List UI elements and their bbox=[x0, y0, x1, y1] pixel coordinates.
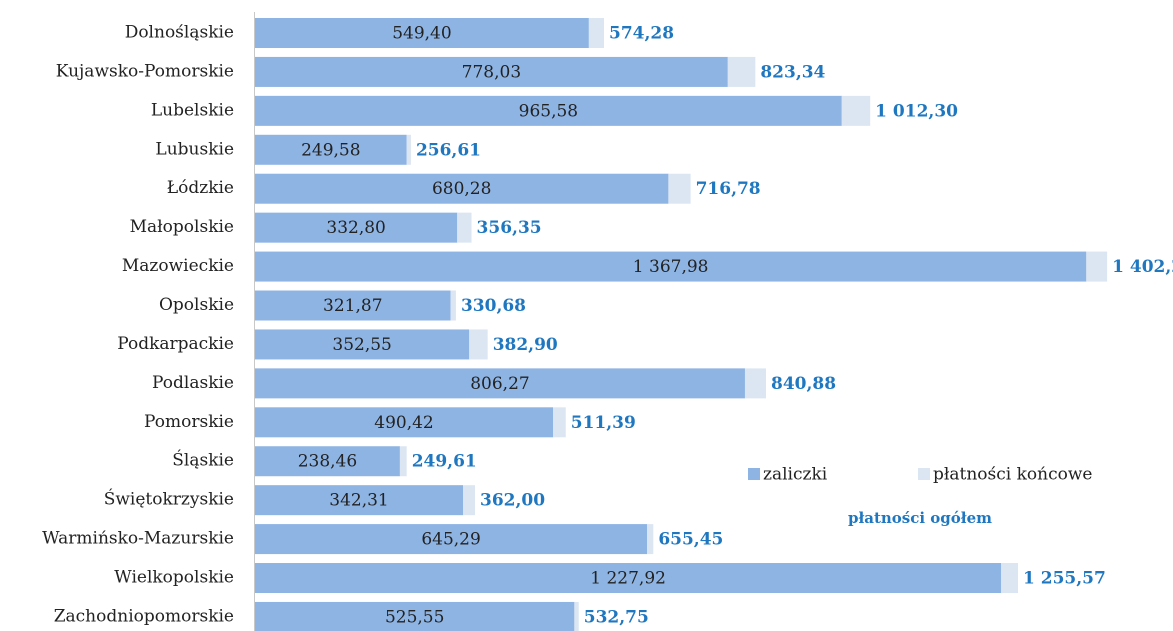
total-label: 840,88 bbox=[771, 374, 836, 394]
category-label: Lubelskie bbox=[151, 100, 234, 120]
bar-segment bbox=[255, 134, 407, 165]
bar-segment bbox=[255, 446, 400, 477]
bar-segment bbox=[255, 18, 589, 48]
bar-segment bbox=[744, 368, 767, 399]
bar-segment bbox=[668, 173, 691, 204]
bar-segment bbox=[255, 212, 458, 243]
bar-segment bbox=[463, 485, 475, 516]
bar-segment bbox=[255, 251, 1087, 282]
legend-swatch bbox=[748, 468, 760, 480]
category-label: Wielkopolskie bbox=[114, 568, 234, 588]
category-label: Zachodniopomorskie bbox=[54, 606, 234, 626]
value-label: 680,28 bbox=[432, 179, 491, 199]
category-label: Łódzkie bbox=[167, 178, 234, 198]
total-label: 362,00 bbox=[480, 491, 545, 511]
total-label: 655,45 bbox=[658, 530, 723, 550]
bar-segment bbox=[255, 407, 554, 438]
total-label: 511,39 bbox=[571, 413, 636, 433]
bar-segment bbox=[588, 18, 604, 48]
bar-segment bbox=[1001, 563, 1019, 594]
total-label: 1 402,24 bbox=[1112, 257, 1173, 277]
bar-segment bbox=[1086, 251, 1108, 282]
bar-segment bbox=[255, 56, 728, 87]
value-label: 778,03 bbox=[462, 62, 521, 82]
legend-swatch bbox=[918, 468, 930, 480]
total-label: 716,78 bbox=[696, 179, 761, 199]
total-label: 823,34 bbox=[760, 62, 825, 82]
category-label: Mazowieckie bbox=[122, 256, 234, 276]
bar-segment bbox=[255, 368, 745, 399]
category-label: Pomorskie bbox=[144, 412, 234, 432]
bar-segment bbox=[469, 329, 488, 360]
legend-label: zaliczki bbox=[763, 465, 828, 485]
bar-segment bbox=[450, 290, 456, 321]
category-label: Podkarpackie bbox=[117, 334, 234, 354]
value-label: 965,58 bbox=[519, 101, 578, 121]
value-label: 321,87 bbox=[323, 296, 382, 316]
total-label: 1 255,57 bbox=[1023, 569, 1106, 589]
category-label: Lubuskie bbox=[155, 139, 234, 159]
bar-segment bbox=[574, 601, 579, 631]
bar-segment bbox=[553, 407, 566, 438]
total-label: 356,35 bbox=[477, 218, 542, 238]
bar-segment bbox=[255, 485, 464, 516]
category-label: Opolskie bbox=[159, 295, 234, 315]
value-label: 342,31 bbox=[329, 491, 388, 511]
value-label: 332,80 bbox=[326, 218, 385, 238]
category-label: Świętokrzyskie bbox=[104, 489, 234, 510]
bar-segment bbox=[255, 524, 648, 555]
category-label: Podlaskie bbox=[152, 373, 234, 393]
bar-segment bbox=[406, 134, 411, 165]
category-label: Dolnośląskie bbox=[125, 23, 234, 43]
bar-segment bbox=[647, 524, 654, 555]
value-label: 806,27 bbox=[470, 374, 529, 394]
category-label: Śląskie bbox=[172, 450, 234, 471]
total-label: 574,28 bbox=[609, 24, 674, 44]
value-label: 1 367,98 bbox=[633, 257, 709, 277]
value-label: 525,55 bbox=[385, 607, 444, 627]
value-label: 238,46 bbox=[298, 452, 357, 472]
total-label: 532,75 bbox=[584, 607, 649, 627]
value-label: 549,40 bbox=[392, 24, 451, 44]
total-label: 382,90 bbox=[493, 335, 558, 355]
bar-segment bbox=[255, 95, 842, 126]
total-label: 1 012,30 bbox=[875, 101, 958, 121]
total-label: 256,61 bbox=[416, 140, 481, 160]
total-label: 249,61 bbox=[412, 452, 477, 472]
bar-segment bbox=[255, 329, 470, 360]
bar-segment bbox=[255, 601, 575, 631]
value-label: 645,29 bbox=[421, 530, 480, 550]
bar-segment bbox=[399, 446, 407, 477]
bar-segment bbox=[255, 290, 451, 321]
value-label: 352,55 bbox=[332, 335, 391, 355]
category-label: Kujawsko-Pomorskie bbox=[56, 61, 234, 81]
bar-segment bbox=[255, 563, 1002, 594]
bar-segment bbox=[255, 173, 669, 204]
total-label: 330,68 bbox=[461, 296, 526, 316]
legend-total-label: płatności ogółem bbox=[848, 509, 992, 527]
bar-segment bbox=[457, 212, 472, 243]
value-label: 1 227,92 bbox=[590, 569, 666, 589]
bar-segment bbox=[727, 56, 756, 87]
bar-segment bbox=[841, 95, 871, 126]
value-label: 249,58 bbox=[301, 140, 360, 160]
category-label: Małopolskie bbox=[130, 217, 234, 237]
legend-label: płatności końcowe bbox=[933, 465, 1092, 485]
category-label: Warmińsko-Mazurskie bbox=[42, 529, 234, 549]
value-label: 490,42 bbox=[374, 413, 433, 433]
